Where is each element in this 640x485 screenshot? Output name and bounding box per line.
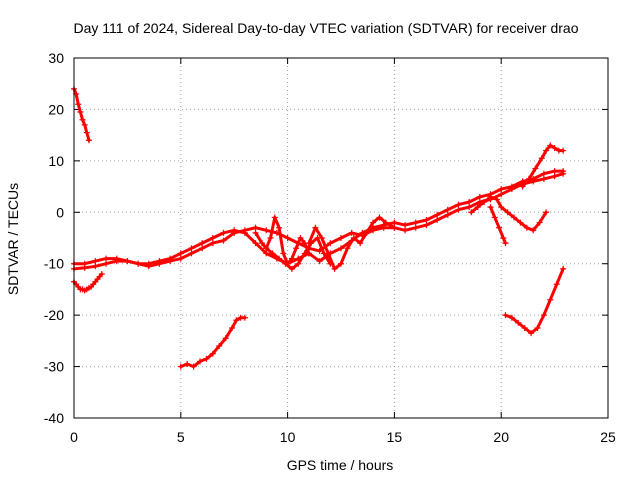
series-line: [74, 174, 563, 269]
data-point: [124, 258, 130, 264]
x-tick-label: 20: [493, 429, 509, 445]
data-point: [263, 227, 269, 233]
data-point: [402, 222, 408, 228]
data-point: [92, 263, 98, 269]
x-tick-label: 5: [177, 429, 185, 445]
x-tick-label: 15: [387, 429, 403, 445]
y-tick-label: 0: [56, 204, 64, 220]
x-tick-label: 10: [280, 429, 296, 445]
x-tick-label: 0: [70, 429, 78, 445]
chart-container: Day 111 of 2024, Sidereal Day-to-day VTE…: [0, 0, 640, 480]
data-point: [135, 261, 141, 267]
y-tick-label: -20: [44, 307, 64, 323]
series-late-low-arc: [502, 266, 566, 336]
y-tick-label: -40: [44, 410, 64, 426]
series-main-band-a: [71, 171, 566, 272]
data-point: [103, 261, 109, 267]
series-line: [181, 318, 245, 367]
data-point: [391, 220, 397, 226]
data-point: [402, 227, 408, 233]
y-tick-label: 10: [48, 153, 64, 169]
series-line: [506, 269, 564, 333]
data-point: [413, 220, 419, 226]
data-point: [560, 148, 566, 154]
y-tick-label: -30: [44, 359, 64, 375]
data-point: [552, 168, 558, 174]
x-axis-title: GPS time / hours: [287, 457, 394, 473]
series-late-high-arc: [520, 142, 567, 189]
sdtvar-chart: Day 111 of 2024, Sidereal Day-to-day VTE…: [0, 0, 640, 480]
y-tick-label: 20: [48, 101, 64, 117]
chart-title: Day 111 of 2024, Sidereal Day-to-day VTE…: [74, 20, 579, 36]
data-point: [82, 261, 88, 267]
y-tick-label: -10: [44, 256, 64, 272]
data-point: [103, 256, 109, 262]
data-point: [253, 225, 259, 231]
data-point: [92, 258, 98, 264]
data-series: [71, 86, 566, 370]
data-point: [413, 225, 419, 231]
x-tick-label: 25: [600, 429, 616, 445]
y-tick-label: 30: [48, 50, 64, 66]
data-point: [541, 176, 547, 182]
series-start-low-arc: [71, 271, 105, 293]
y-axis-title: SDTVAR / TECUs: [5, 183, 21, 295]
series-mid-low-arc: [178, 315, 248, 370]
